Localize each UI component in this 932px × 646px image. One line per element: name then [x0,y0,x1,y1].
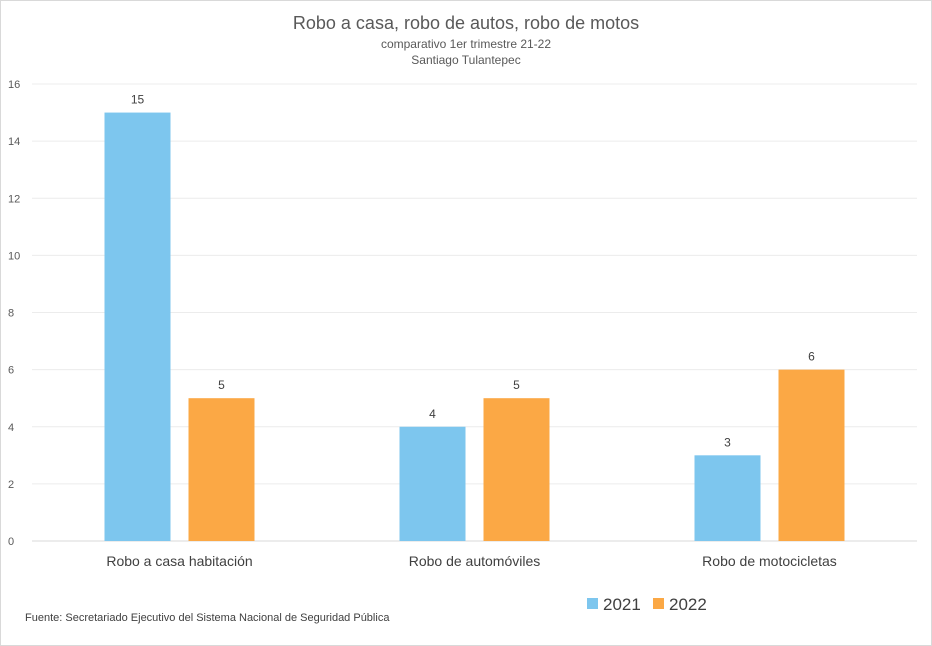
bar-2021-2 [399,426,466,541]
category-label: Robo de automóviles [409,553,541,569]
y-tick-label: 0 [8,536,14,548]
chart-subtitle-line-1: comparativo 1er trimestre 21-22 [381,37,551,51]
bar-2021-3 [694,455,761,541]
y-tick-label: 16 [8,79,20,91]
y-tick-label: 8 [8,308,14,320]
category-label: Robo a casa habitación [106,553,252,569]
data-label-2021-2: 4 [429,407,436,421]
y-tick-label: 4 [8,422,14,434]
legend-label-2022: 2022 [669,595,707,614]
legend-label-2021: 2021 [603,595,641,614]
legend-swatch-2022 [653,598,664,609]
category-label: Robo de motocicletas [702,553,837,569]
chart-subtitle-line-2: Santiago Tulantepec [411,53,520,67]
y-axis-ticks: 0 2 4 6 8 10 12 14 16 [8,79,20,548]
data-label-2021-1: 15 [131,93,145,107]
y-tick-label: 2 [8,479,14,491]
bar-2022-3 [778,369,845,541]
y-tick-label: 10 [8,250,20,262]
data-label-2022-1: 5 [218,378,225,392]
data-label-2022-2: 5 [513,378,520,392]
bar-2022-1 [188,398,255,541]
data-label-2022-3: 6 [808,350,815,364]
x-axis-categories: Robo a casa habitación Robo de automóvile… [106,553,836,569]
chart-title: Robo a casa, robo de autos, robo de moto… [293,13,639,33]
legend-swatch-2021 [587,598,598,609]
data-labels: 15 5 4 5 3 6 [131,93,815,450]
bars [104,112,845,541]
bar-2021-1 [104,112,171,541]
y-tick-label: 12 [8,193,20,205]
source-footnote: Fuente: Secretariado Ejecutivo del Siste… [25,612,390,624]
y-tick-label: 6 [8,365,14,377]
y-tick-label: 14 [8,136,20,148]
data-label-2021-3: 3 [724,435,731,449]
bar-2022-2 [483,398,550,541]
gridlines [32,83,917,542]
legend: 2021 2022 [587,595,707,614]
